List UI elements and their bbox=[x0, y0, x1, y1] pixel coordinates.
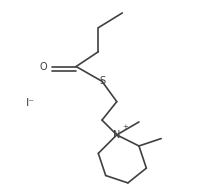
Text: O: O bbox=[40, 61, 48, 72]
Text: +: + bbox=[122, 125, 128, 131]
Text: I⁻: I⁻ bbox=[25, 99, 34, 108]
Text: N: N bbox=[113, 130, 121, 140]
Text: S: S bbox=[99, 76, 105, 86]
